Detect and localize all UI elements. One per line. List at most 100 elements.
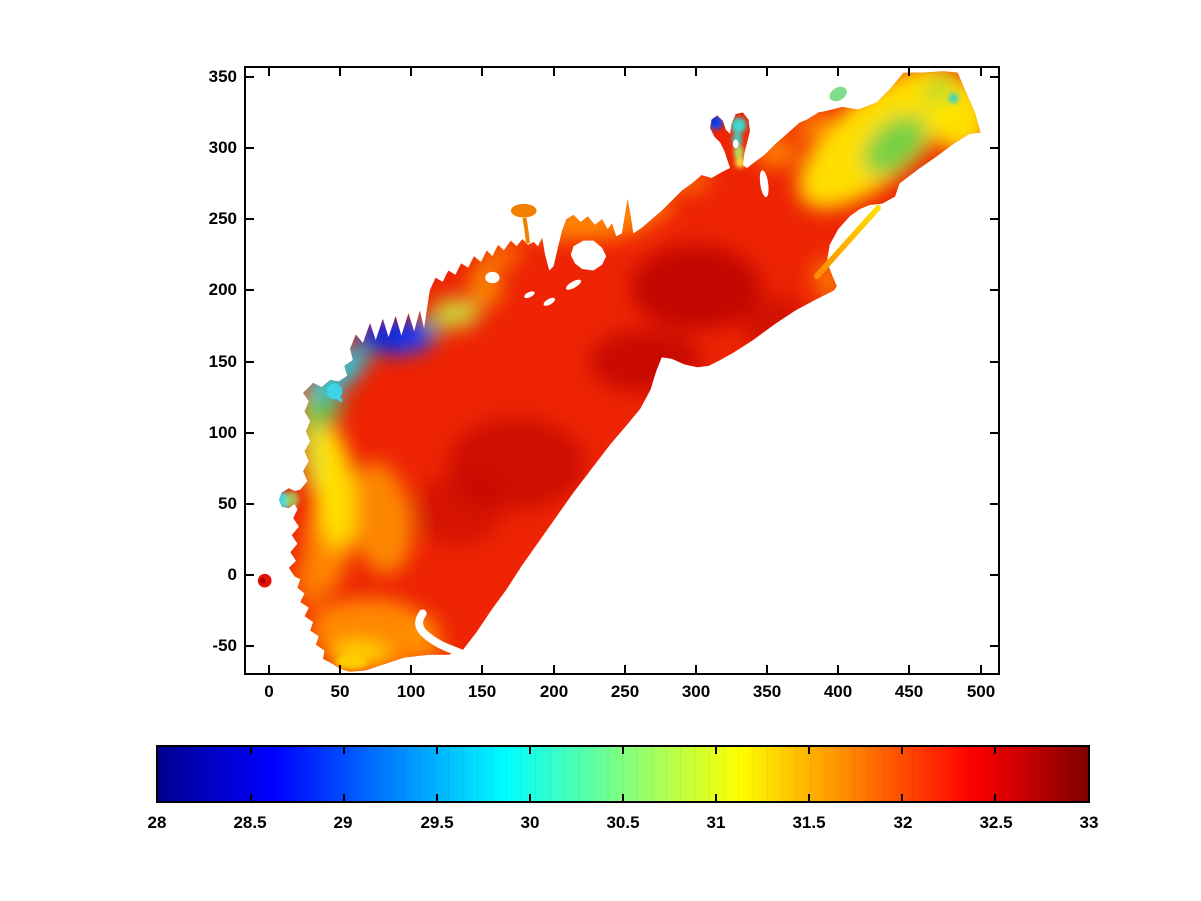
y-tick-mark-right [990, 218, 998, 220]
y-tick-mark [246, 361, 254, 363]
y-tick-label: 300 [208, 138, 237, 157]
y-tick-mark-right [990, 645, 998, 647]
island-holes [415, 139, 769, 662]
colorbar-tick-mark-bottom [250, 794, 252, 801]
green-islet [829, 86, 847, 102]
y-tick-mark [246, 645, 254, 647]
colorbar-tick-mark [901, 747, 903, 754]
colorbar-tick-mark [250, 747, 252, 754]
x-tick-mark-top [410, 68, 412, 76]
colorbar-tick-label: 29.5 [420, 813, 454, 832]
colorbar-tick-label: 28.5 [233, 813, 267, 832]
x-tick-mark-top [766, 68, 768, 76]
y-tick-mark-right [990, 289, 998, 291]
x-tick-label: 150 [467, 682, 497, 701]
colorbar-tick-mark-bottom [808, 794, 810, 801]
colorbar-tick-label: 28 [147, 813, 167, 832]
colorbar-tick-mark [715, 747, 717, 754]
x-tick-label: 250 [610, 682, 640, 701]
salinity-field-map [257, 71, 981, 672]
colorbar-tick-mark-bottom [343, 794, 345, 801]
colorbar-tick-label: 29 [333, 813, 353, 832]
x-tick-label: 450 [894, 682, 924, 701]
x-tick-label: 50 [330, 682, 350, 701]
colorbar-tick-mark-bottom [622, 794, 624, 801]
y-tick-label: 200 [208, 280, 237, 299]
x-tick-mark-top [980, 68, 982, 76]
y-tick-label: 150 [208, 352, 237, 371]
y-tick-label: 0 [227, 565, 237, 584]
x-tick-mark [766, 665, 768, 673]
balloon-inlet [510, 203, 537, 218]
colorbar-tick-mark [529, 747, 531, 754]
x-tick-label: 400 [823, 682, 853, 701]
x-tick-mark-top [908, 68, 910, 76]
y-tick-mark-right [990, 503, 998, 505]
x-tick-label: 500 [966, 682, 996, 701]
colorbar-tick-label: 31.5 [792, 813, 826, 832]
x-tick-label: 350 [752, 682, 782, 701]
x-tick-mark [553, 665, 555, 673]
colorbar-tick-label: 33 [1079, 813, 1099, 832]
cane-inlet-cutout [415, 609, 475, 662]
x-tick-mark [268, 665, 270, 673]
y-tick-mark-right [990, 432, 998, 434]
x-tick-label: 300 [681, 682, 711, 701]
x-tick-mark [481, 665, 483, 673]
x-tick-mark-top [695, 68, 697, 76]
colorbar-tick-label: 31 [706, 813, 726, 832]
y-tick-mark [246, 432, 254, 434]
colorbar-tick-mark-bottom [715, 794, 717, 801]
x-tick-mark [410, 665, 412, 673]
colorbar-tick-mark [994, 747, 996, 754]
colorbar-tick-mark [343, 747, 345, 754]
plot-area [244, 66, 1000, 675]
colorbar-tick-mark-bottom [529, 794, 531, 801]
x-tick-mark [837, 665, 839, 673]
y-tick-mark-right [990, 574, 998, 576]
y-tick-label: 50 [218, 494, 237, 513]
y-tick-label: -50 [212, 636, 237, 655]
colorbar-tick-mark [808, 747, 810, 754]
colorbar-tick-mark-bottom [994, 794, 996, 801]
colorbar-tick-label: 32 [893, 813, 913, 832]
detached-features [257, 83, 881, 588]
y-tick-mark-right [990, 76, 998, 78]
field-layers [257, 71, 981, 672]
y-tick-mark-right [990, 361, 998, 363]
y-tick-mark [246, 574, 254, 576]
cyan-stem-inlet [326, 383, 343, 400]
y-tick-mark [246, 218, 254, 220]
colorbar-tick-label: 32.5 [979, 813, 1013, 832]
y-tick-mark [246, 289, 254, 291]
y-tick-label: 350 [208, 67, 237, 86]
y-tick-mark [246, 147, 254, 149]
colorbar [156, 745, 1090, 803]
x-tick-mark [980, 665, 982, 673]
y-tick-mark [246, 503, 254, 505]
x-tick-mark-top [624, 68, 626, 76]
x-tick-mark [339, 665, 341, 673]
colorbar-tick-mark-bottom [436, 794, 438, 801]
x-tick-mark-top [837, 68, 839, 76]
x-tick-mark [908, 665, 910, 673]
colorbar-tick-mark [622, 747, 624, 754]
x-tick-mark-top [268, 68, 270, 76]
x-tick-label: 0 [264, 682, 274, 701]
y-tick-mark-right [990, 147, 998, 149]
balloon-stem [522, 217, 530, 244]
x-tick-mark [624, 665, 626, 673]
colorbar-tick-mark-bottom [901, 794, 903, 801]
x-tick-mark-top [553, 68, 555, 76]
x-tick-mark-top [339, 68, 341, 76]
colorbar-tick-label: 30 [520, 813, 540, 832]
y-tick-label: 100 [208, 423, 237, 442]
x-tick-label: 200 [539, 682, 569, 701]
x-tick-mark-top [481, 68, 483, 76]
x-tick-label: 100 [396, 682, 426, 701]
y-tick-label: 250 [208, 209, 237, 228]
field-small-features [278, 93, 959, 669]
barrier-spit [814, 205, 881, 280]
colorbar-band-overlay [158, 747, 1088, 801]
